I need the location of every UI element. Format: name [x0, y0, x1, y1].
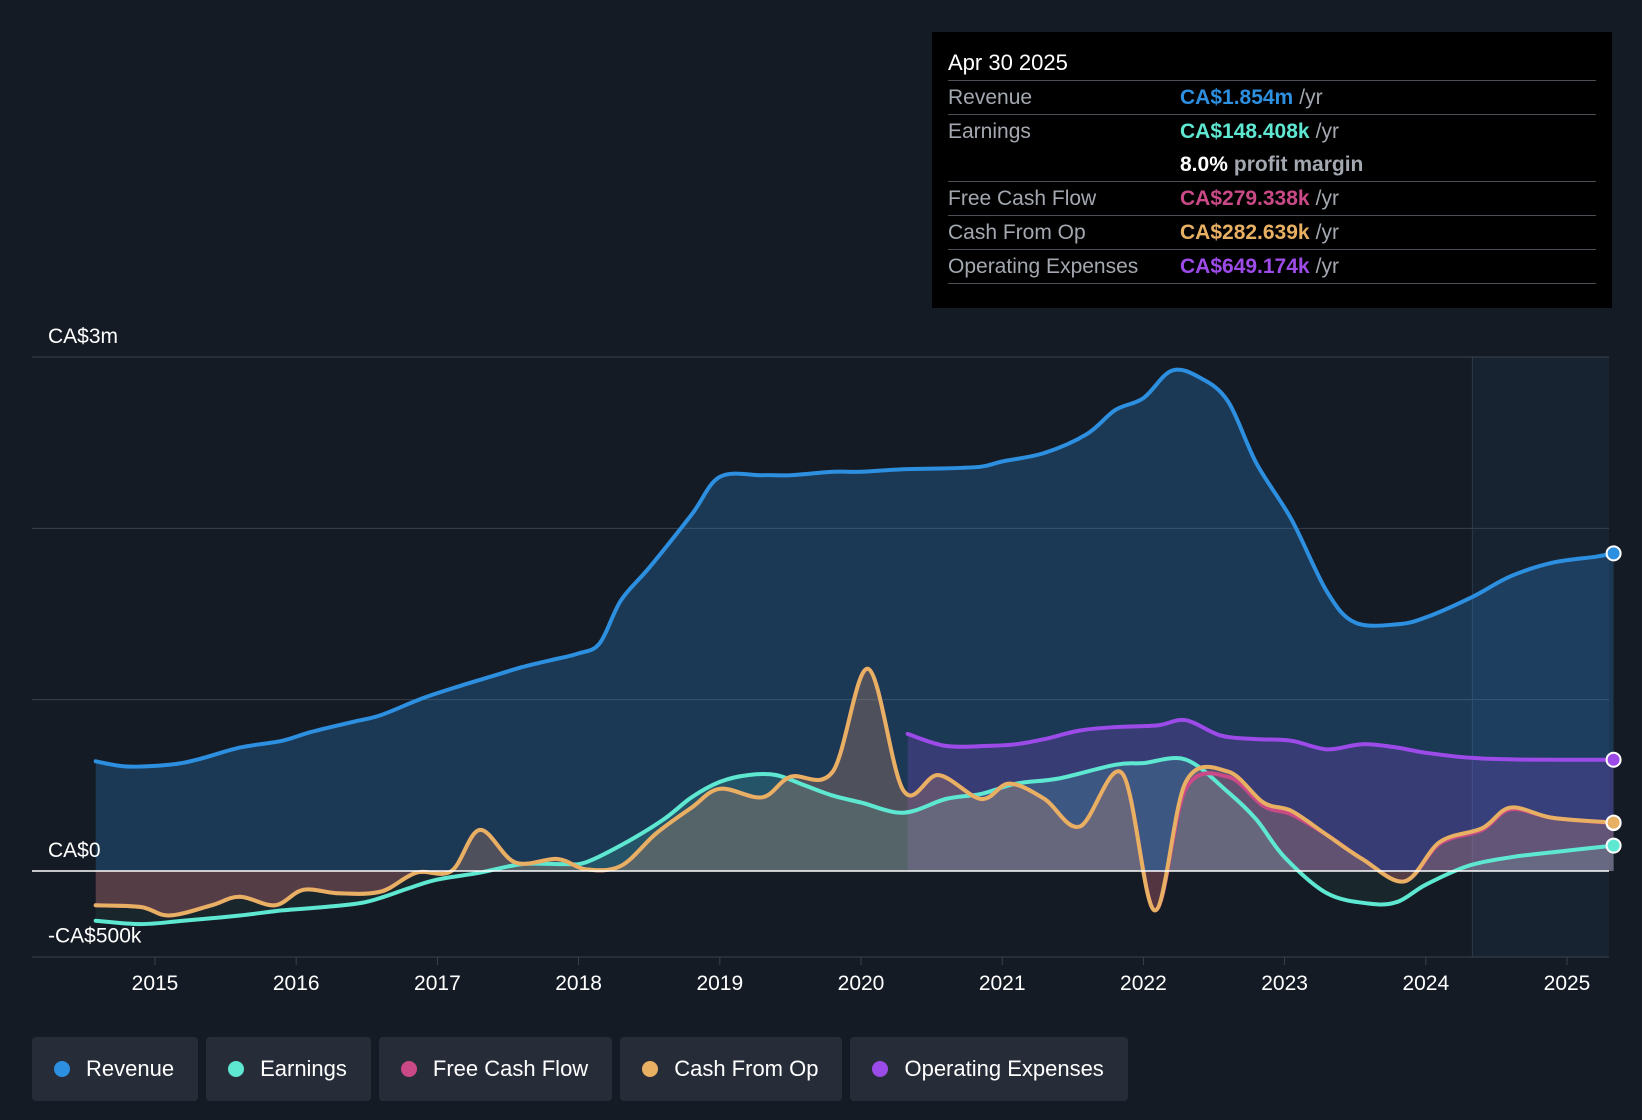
y-tick-label: -CA$500k	[48, 925, 142, 948]
x-tick-label: 2016	[273, 972, 320, 995]
tooltip-row-free-cash-flow: Free Cash Flow CA$279.338k /yr	[948, 182, 1596, 216]
cash-from-op-line	[93, 666, 1616, 918]
tooltip-value: CA$282.639k	[1180, 220, 1310, 244]
tooltip-unit: /yr	[1299, 85, 1323, 109]
earnings-area-negative	[95, 871, 1614, 925]
x-tick-label: 2024	[1402, 972, 1449, 995]
forecast-region	[1472, 357, 1609, 957]
x-tick-label: 2018	[555, 972, 602, 995]
x-tick-label: 2019	[696, 972, 743, 995]
tooltip-value: 8.0%	[1180, 152, 1228, 176]
tooltip-label: Revenue	[948, 85, 1033, 109]
y-tick-label: CA$3m	[48, 325, 118, 348]
axis-layer: CA$3m CA$0 -CA$500k 2015 2016 2017 2018 2019 202…	[32, 325, 1609, 995]
tooltip-value: CA$649.174k	[1180, 254, 1310, 278]
tooltip-row-profit-margin: 8.0% profit margin	[948, 148, 1596, 182]
x-tick-label: 2025	[1544, 972, 1591, 995]
operating-expenses-line	[905, 717, 1616, 762]
x-tick-label: 2023	[1261, 972, 1308, 995]
tooltip-row-cash-from-op: Cash From Op CA$282.639k /yr	[948, 216, 1596, 250]
legend-label: Cash From Op	[674, 1056, 819, 1081]
revenue-dot-icon	[54, 1061, 70, 1077]
earnings-dot-icon	[228, 1061, 245, 1077]
legend-label: Revenue	[86, 1056, 175, 1081]
cash-from-op-end-point	[1605, 814, 1622, 831]
tooltip-row-operating-expenses: Operating Expenses CA$649.174k /yr	[948, 250, 1596, 284]
revenue-area	[95, 369, 1614, 871]
legend-item-earnings[interactable]: Earnings	[206, 1037, 371, 1101]
cash-from-op-area-negative	[95, 871, 1614, 916]
free-cash-flow-area	[95, 668, 1614, 871]
tooltip-panel: Apr 30 2025 Revenue CA$1.854m /yr Earnin…	[932, 32, 1612, 308]
earnings-end-point	[1605, 837, 1622, 854]
grid-layer	[32, 356, 1609, 958]
tooltip-unit: /yr	[1315, 220, 1339, 244]
tooltip-date: Apr 30 2025	[948, 46, 1596, 81]
x-tick-label: 2015	[132, 972, 179, 995]
line-layer	[93, 367, 1616, 927]
tooltip-label: Earnings	[948, 119, 1031, 143]
earnings-line	[93, 755, 1616, 927]
chart-legend: Revenue Earnings Free Cash Flow Cash Fro…	[32, 1037, 1128, 1101]
x-tick-label: 2022	[1120, 972, 1167, 995]
x-tick-label: 2017	[414, 972, 461, 995]
end-dot-layer	[1605, 545, 1622, 854]
tooltip-value: CA$1.854m	[1180, 85, 1294, 109]
x-tick-label: 2020	[838, 972, 885, 995]
revenue-end-point	[1605, 545, 1622, 562]
legend-label: Earnings	[260, 1056, 347, 1081]
operating-expenses-end-point	[1605, 751, 1622, 768]
legend-item-cash-from-op[interactable]: Cash From Op	[620, 1037, 843, 1101]
legend-item-operating-expenses[interactable]: Operating Expenses	[850, 1037, 1128, 1101]
tooltip-label: Cash From Op	[948, 220, 1086, 244]
legend-item-free-cash-flow[interactable]: Free Cash Flow	[378, 1037, 613, 1101]
cash-from-op-dot-icon	[642, 1061, 659, 1077]
tooltip-unit: /yr	[1315, 119, 1339, 143]
tooltip-unit: /yr	[1315, 254, 1339, 278]
tooltip-unit: profit margin	[1233, 152, 1364, 176]
tooltip-label: Operating Expenses	[948, 254, 1139, 278]
free-cash-flow-area-negative	[95, 871, 1614, 916]
tooltip-value: CA$148.408k	[1180, 119, 1310, 143]
tooltip-row-earnings: Earnings CA$148.408k /yr	[948, 115, 1596, 148]
legend-label: Free Cash Flow	[432, 1056, 589, 1081]
legend-label: Operating Expenses	[904, 1056, 1104, 1081]
tooltip-unit: /yr	[1315, 186, 1339, 210]
earnings-area	[95, 757, 1614, 871]
area-layer	[95, 369, 1614, 925]
y-tick-label: CA$0	[48, 839, 101, 862]
x-tick-label: 2021	[979, 972, 1026, 995]
tooltip-row-revenue: Revenue CA$1.854m /yr	[948, 81, 1596, 115]
revenue-line	[93, 367, 1616, 769]
operating-expenses-area	[907, 719, 1614, 871]
tooltip-label: Free Cash Flow	[948, 186, 1097, 210]
legend-item-revenue[interactable]: Revenue	[32, 1037, 199, 1101]
tooltip-value: CA$279.338k	[1180, 186, 1310, 210]
free-cash-flow-dot-icon	[400, 1061, 417, 1077]
operating-expenses-dot-icon	[872, 1061, 889, 1077]
cash-from-op-area	[95, 668, 1614, 871]
